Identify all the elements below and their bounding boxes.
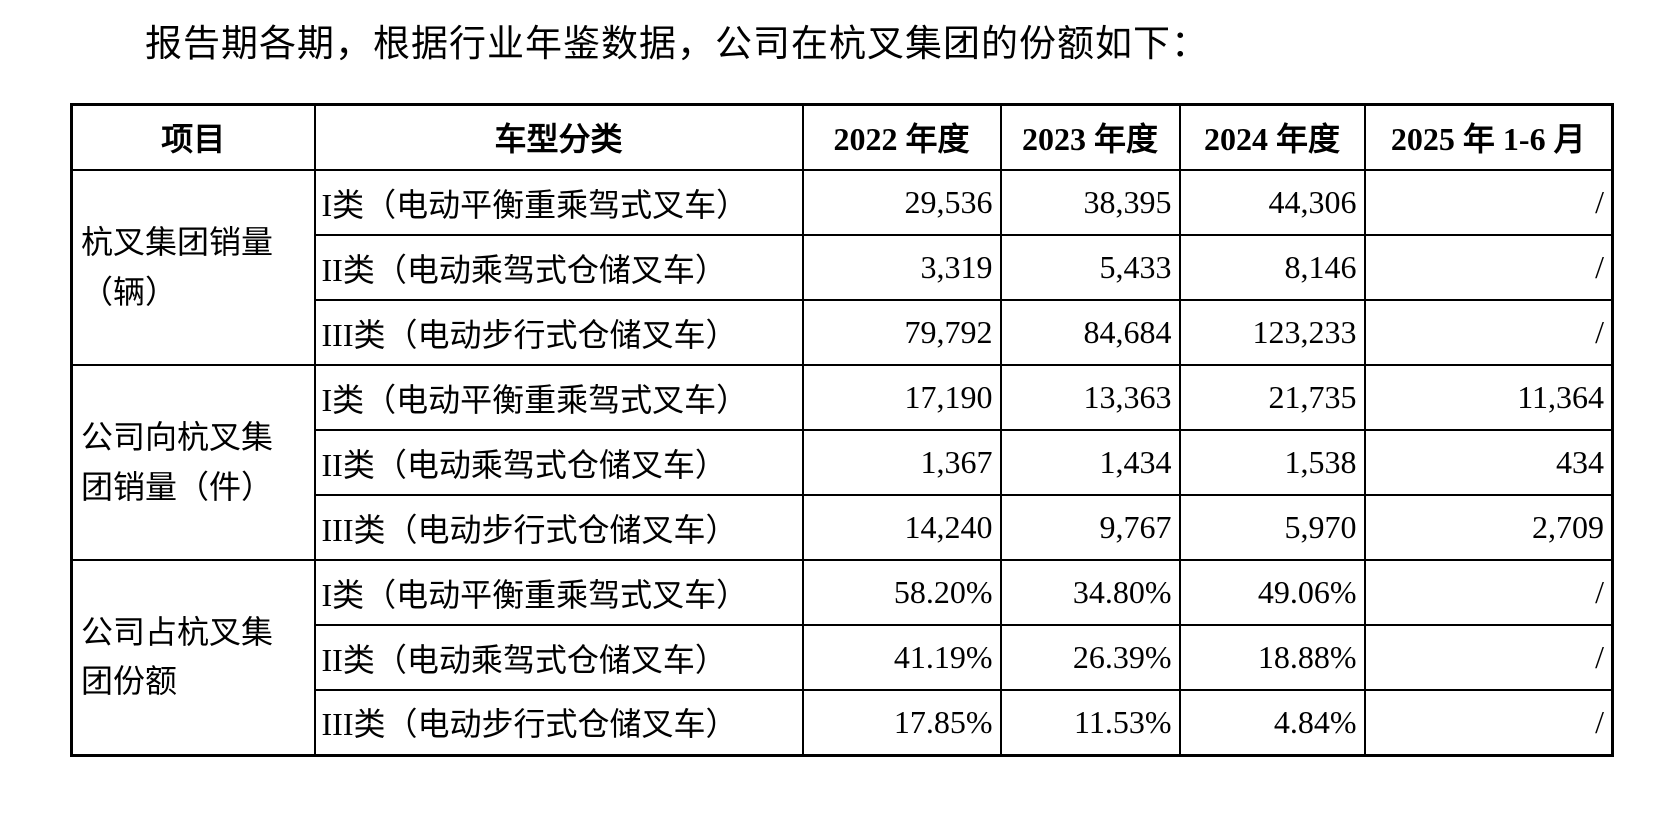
value-cell: 44,306 <box>1178 169 1366 237</box>
value-cell: / <box>1363 559 1614 627</box>
table-row: II类（电动乘驾式仓储叉车） 41.19% 26.39% 18.88% / <box>72 624 1614 692</box>
header-row: 项目 车型分类 2022 年度 2023 年度 2024 年度 2025 年 1… <box>70 103 1614 172</box>
category-cell: III类（电动步行式仓储叉车） <box>313 689 804 757</box>
value-cell: / <box>1363 169 1614 237</box>
group-label-hangcha-sales: 杭叉集团销量 （辆） <box>70 169 316 367</box>
col-header-2025h1: 2025 年 1-6 月 <box>1363 103 1614 172</box>
value-cell: 17.85% <box>801 689 1002 757</box>
value-cell: 84,684 <box>999 299 1181 367</box>
value-cell: 34.80% <box>999 559 1181 627</box>
intro-paragraph: 报告期各期，根据行业年鉴数据，公司在杭叉集团的份额如下： <box>145 24 1209 65</box>
value-cell: 1,367 <box>801 429 1002 497</box>
col-header-2023: 2023 年度 <box>999 103 1181 172</box>
value-cell: 2,709 <box>1363 494 1614 562</box>
value-cell: 49.06% <box>1178 559 1366 627</box>
value-cell: 4.84% <box>1178 689 1366 757</box>
value-cell: 13,363 <box>999 364 1181 432</box>
value-cell: 123,233 <box>1178 299 1366 367</box>
value-cell: 29,536 <box>801 169 1002 237</box>
table-row: III类（电动步行式仓储叉车） 79,792 84,684 123,233 / <box>72 299 1614 367</box>
value-cell: 11.53% <box>999 689 1181 757</box>
value-cell: 3,319 <box>801 234 1002 302</box>
table-row: 杭叉集团销量 （辆） I类（电动平衡重乘驾式叉车） 29,536 38,395 … <box>70 169 1614 367</box>
value-cell: 11,364 <box>1363 364 1614 432</box>
group-label-company-share: 公司占杭叉集 团份额 <box>70 559 316 757</box>
value-cell: 17,190 <box>801 364 1002 432</box>
col-header-item: 项目 <box>70 103 316 172</box>
value-cell: 79,792 <box>801 299 1002 367</box>
category-cell: I类（电动平衡重乘驾式叉车） <box>313 364 804 432</box>
value-cell: 5,970 <box>1178 494 1366 562</box>
value-cell: 41.19% <box>801 624 1002 692</box>
value-cell: 1,434 <box>999 429 1181 497</box>
category-cell: II类（电动乘驾式仓储叉车） <box>313 624 804 692</box>
category-cell: II类（电动乘驾式仓储叉车） <box>313 429 804 497</box>
table-row: II类（电动乘驾式仓储叉车） 1,367 1,434 1,538 434 <box>72 429 1614 497</box>
value-cell: / <box>1363 234 1614 302</box>
value-cell: 1,538 <box>1178 429 1366 497</box>
col-header-2024: 2024 年度 <box>1178 103 1366 172</box>
value-cell: 21,735 <box>1178 364 1366 432</box>
table-row: 公司向杭叉集 团销量（件） I类（电动平衡重乘驾式叉车） 17,190 13,3… <box>70 364 1614 562</box>
col-header-2022: 2022 年度 <box>801 103 1002 172</box>
value-cell: 5,433 <box>999 234 1181 302</box>
category-cell: I类（电动平衡重乘驾式叉车） <box>313 169 804 237</box>
share-table: 项目 车型分类 2022 年度 2023 年度 2024 年度 2025 年 1… <box>70 102 1614 757</box>
table-row: III类（电动步行式仓储叉车） 14,240 9,767 5,970 2,709 <box>72 494 1614 562</box>
value-cell: / <box>1363 689 1614 757</box>
table-row: 公司占杭叉集 团份额 I类（电动平衡重乘驾式叉车） 58.20% 34.80% … <box>70 559 1614 757</box>
value-cell: 26.39% <box>999 624 1181 692</box>
category-cell: III类（电动步行式仓储叉车） <box>313 494 804 562</box>
value-cell: 434 <box>1363 429 1614 497</box>
category-cell: III类（电动步行式仓储叉车） <box>313 299 804 367</box>
value-cell: / <box>1363 624 1614 692</box>
value-cell: 58.20% <box>801 559 1002 627</box>
table-row: II类（电动乘驾式仓储叉车） 3,319 5,433 8,146 / <box>72 234 1614 302</box>
category-cell: I类（电动平衡重乘驾式叉车） <box>313 559 804 627</box>
value-cell: 18.88% <box>1178 624 1366 692</box>
table-row: III类（电动步行式仓储叉车） 17.85% 11.53% 4.84% / <box>72 689 1614 757</box>
value-cell: 14,240 <box>801 494 1002 562</box>
value-cell: 38,395 <box>999 169 1181 237</box>
group-label-company-sales: 公司向杭叉集 团销量（件） <box>70 364 316 562</box>
value-cell: / <box>1363 299 1614 367</box>
col-header-category: 车型分类 <box>313 103 804 172</box>
value-cell: 8,146 <box>1178 234 1366 302</box>
value-cell: 9,767 <box>999 494 1181 562</box>
category-cell: II类（电动乘驾式仓储叉车） <box>313 234 804 302</box>
